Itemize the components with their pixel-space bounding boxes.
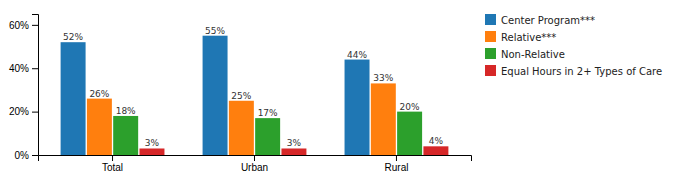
y-tick: 0% (15, 150, 38, 161)
y-tick-mark (32, 155, 38, 156)
legend-item: Non-Relative (485, 48, 565, 60)
data-label: 20% (400, 102, 420, 112)
x-tick: Rural (385, 155, 409, 173)
bar (255, 118, 280, 155)
y-tick: 20% (9, 106, 38, 117)
y-tick-mark (32, 68, 38, 69)
bar (61, 42, 86, 155)
x-tick-label: Rural (385, 162, 409, 173)
data-label: 33% (373, 73, 393, 83)
bar (397, 112, 422, 155)
bar-series (87, 83, 396, 155)
data-label: 55% (205, 26, 225, 36)
data-label: 17% (258, 108, 278, 118)
bar (139, 148, 164, 155)
data-label: 25% (231, 91, 251, 101)
y-tick-label: 0% (15, 150, 30, 161)
legend-label: Center Program*** (501, 15, 595, 26)
legend-label: Equal Hours in 2+ Types of Care (501, 66, 662, 77)
data-label: 3% (287, 138, 302, 148)
x-axis-line (39, 156, 472, 162)
y-tick-label: 60% (9, 20, 29, 31)
y-tick-mark (32, 25, 38, 26)
x-tick-mark (254, 155, 255, 161)
x-tick: Urban (241, 155, 268, 173)
legend-item: Equal Hours in 2+ Types of Care (485, 65, 662, 77)
data-label: 3% (145, 138, 160, 148)
y-tick: 60% (9, 20, 38, 31)
x-tick-mark (112, 155, 113, 161)
x-tick: Total (102, 155, 123, 173)
x-tick-label: Total (102, 162, 123, 173)
plot: 52% 55% 44% 26% 25% 33% 18% 17% 20% 3% 3% 4% 0% 20% 40… (9, 15, 472, 174)
y-tick-label: 20% (9, 106, 29, 117)
legend-label: Non-Relative (501, 49, 565, 60)
bar (281, 148, 306, 155)
data-label: 26% (89, 89, 109, 99)
chart: 52% 55% 44% 26% 25% 33% 18% 17% 20% 3% 3% 4% 0% 20% 40… (0, 0, 686, 177)
data-label: 18% (116, 106, 136, 116)
bar-series (61, 36, 370, 155)
legend: Center Program*** Relative*** Non-Relative… (485, 14, 662, 77)
y-axis-line (32, 15, 39, 156)
x-tick-label: Urban (241, 162, 268, 173)
legend-swatch (485, 48, 496, 59)
y-tick: 40% (9, 63, 38, 74)
x-axis: Total Urban Rural (39, 155, 472, 173)
bar (423, 146, 448, 155)
legend-item: Relative*** (485, 31, 556, 43)
bar (203, 36, 228, 155)
legend-item: Center Program*** (485, 14, 595, 26)
data-label: 4% (429, 136, 444, 146)
data-label: 44% (347, 50, 367, 60)
y-tick-mark (32, 112, 38, 113)
legend-swatch (485, 31, 496, 42)
bar (87, 99, 112, 155)
legend-swatch (485, 14, 496, 25)
bar (229, 101, 254, 155)
data-label: 52% (63, 32, 83, 42)
legend-swatch (485, 65, 496, 76)
data-labels: 52% 55% 44% 26% 25% 33% 18% 17% 20% 3% 3% 4% (63, 26, 443, 149)
bar (371, 83, 396, 155)
bar (345, 60, 370, 155)
y-axis: 0% 20% 40% 60% (9, 15, 39, 161)
y-tick-label: 40% (9, 63, 29, 74)
bar (113, 116, 138, 155)
legend-label: Relative*** (501, 32, 556, 43)
x-tick-mark (396, 155, 397, 161)
bars (61, 36, 449, 155)
